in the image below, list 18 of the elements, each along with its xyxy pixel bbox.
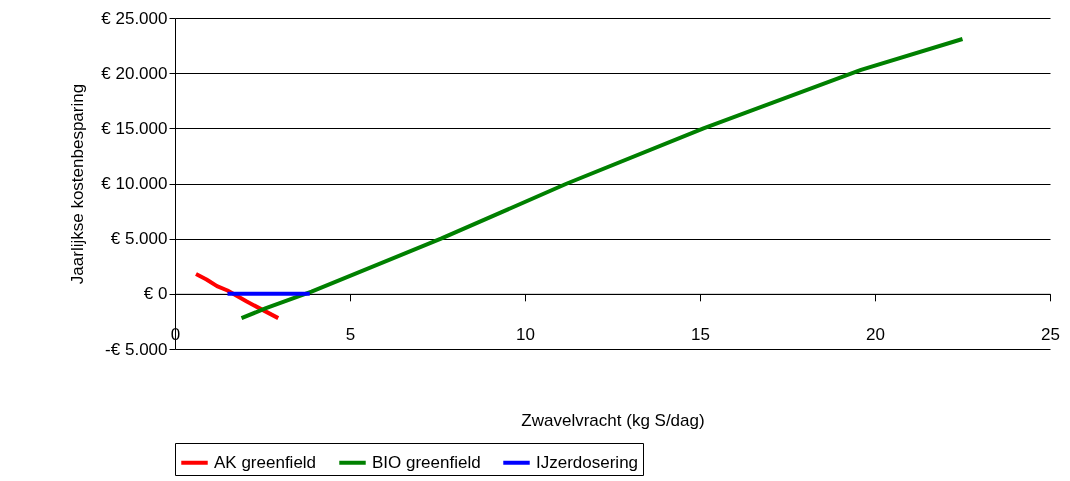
legend-label: BIO greenfield: [372, 452, 481, 472]
y-tick-label: € 15.000: [101, 118, 168, 138]
y-tick-label: € 5.000: [110, 229, 168, 249]
x-tick-label: 5: [345, 325, 356, 345]
y-tick-label: € 20.000: [101, 63, 168, 83]
y-tick-label: -€ 5.000: [105, 339, 168, 359]
legend-label: AK greenfield: [214, 452, 317, 472]
legend-label: IJzerdosering: [536, 452, 639, 472]
y-tick-label: € 0: [143, 284, 168, 304]
x-tick-label: 15: [691, 325, 710, 345]
x-axis-title: Zwavelvracht (kg S/dag): [521, 411, 705, 431]
x-tick-label: 10: [516, 325, 535, 345]
y-axis-title: Jaarlijkse kostenbesparing: [68, 83, 88, 285]
x-tick-label: 20: [866, 325, 885, 345]
y-tick-label: € 25.000: [101, 8, 168, 28]
line-series: [239, 36, 965, 321]
y-tick-label: € 10.000: [101, 174, 168, 193]
x-tick-label: 25: [1041, 325, 1060, 345]
